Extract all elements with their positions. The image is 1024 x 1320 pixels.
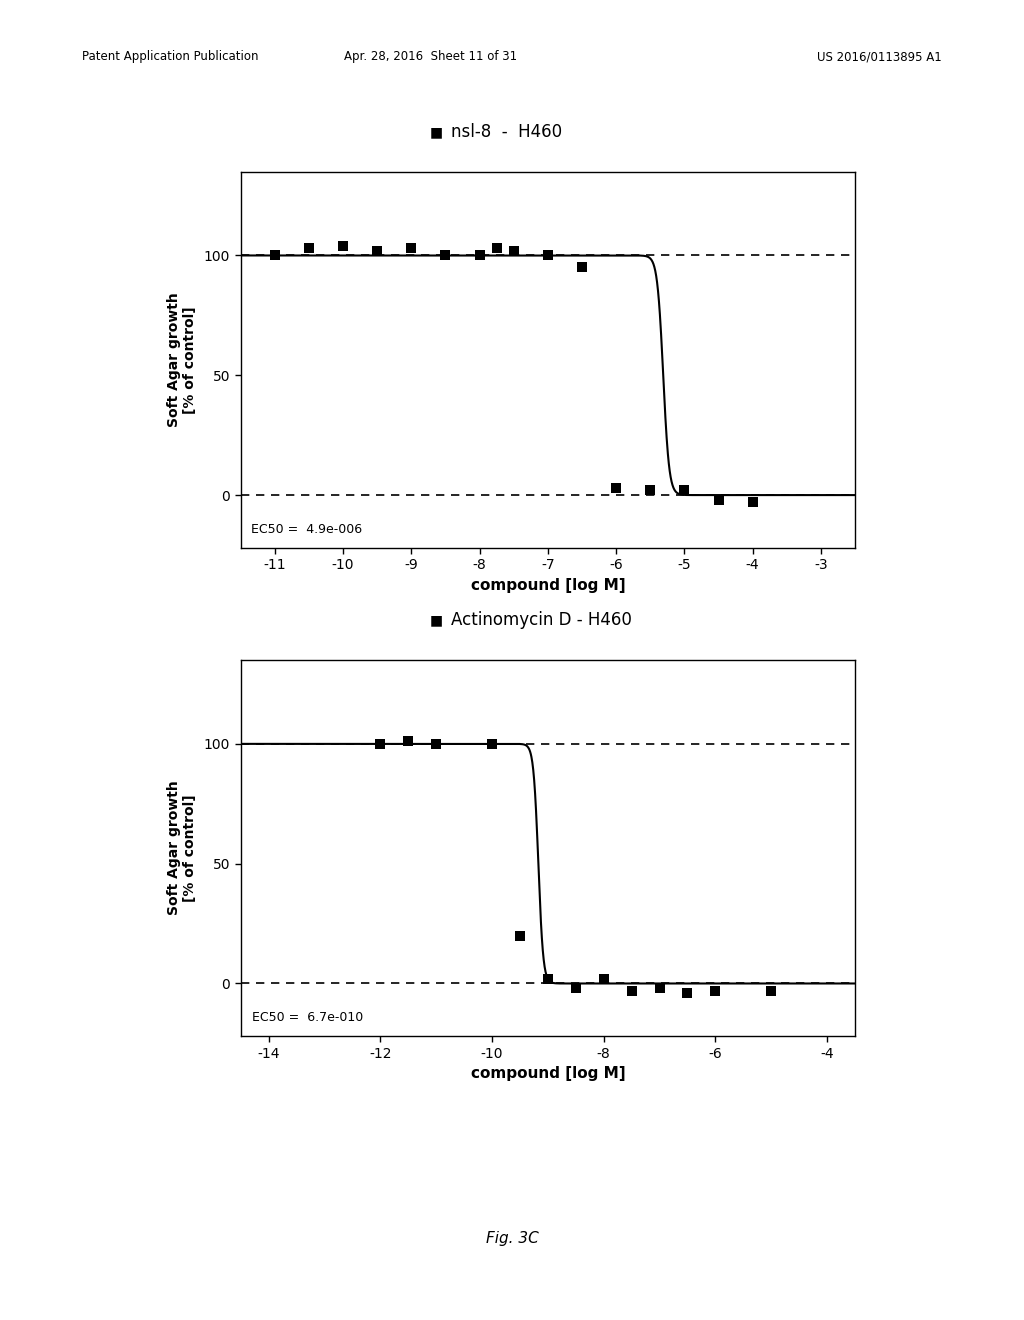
Point (506, 240, 522, 261)
Point (266, 246, 283, 267)
Text: EC50 =  4.9e-006: EC50 = 4.9e-006 (251, 523, 362, 536)
Point (301, 238, 317, 259)
Point (567, 978, 584, 999)
Point (471, 246, 487, 267)
Text: Patent Application Publication: Patent Application Publication (82, 50, 258, 63)
Point (335, 235, 351, 256)
Point (488, 238, 505, 259)
Point (540, 968, 556, 989)
Y-axis label: Soft Agar growth
[% of control]: Soft Agar growth [% of control] (167, 780, 197, 916)
Text: Fig. 3C: Fig. 3C (485, 1230, 539, 1246)
Point (540, 246, 556, 267)
Point (608, 478, 625, 499)
Text: nsl-8  -  H460: nsl-8 - H460 (451, 123, 562, 141)
Point (624, 981, 640, 1002)
Y-axis label: Soft Agar growth
[% of control]: Soft Agar growth [% of control] (167, 292, 197, 428)
Point (642, 479, 658, 500)
Point (744, 492, 761, 513)
Point (512, 925, 528, 946)
Point (369, 240, 385, 261)
Point (403, 238, 420, 259)
Text: Apr. 28, 2016  Sheet 11 of 31: Apr. 28, 2016 Sheet 11 of 31 (343, 50, 517, 63)
Text: EC50 =  6.7e-010: EC50 = 6.7e-010 (252, 1011, 364, 1024)
Point (676, 479, 692, 500)
Point (437, 246, 454, 267)
X-axis label: compound [log M]: compound [log M] (470, 1067, 626, 1081)
Point (596, 968, 612, 989)
Text: Actinomycin D - H460: Actinomycin D - H460 (451, 611, 632, 630)
Point (711, 490, 727, 511)
Text: ■: ■ (430, 125, 443, 139)
Point (763, 981, 779, 1002)
Point (651, 978, 668, 999)
Point (483, 734, 500, 755)
Point (400, 731, 417, 752)
Point (679, 982, 695, 1003)
Point (708, 981, 724, 1002)
Point (573, 257, 590, 279)
Text: ■: ■ (430, 614, 443, 627)
Point (372, 734, 388, 755)
X-axis label: compound [log M]: compound [log M] (470, 578, 626, 593)
Text: US 2016/0113895 A1: US 2016/0113895 A1 (817, 50, 942, 63)
Point (428, 734, 444, 755)
